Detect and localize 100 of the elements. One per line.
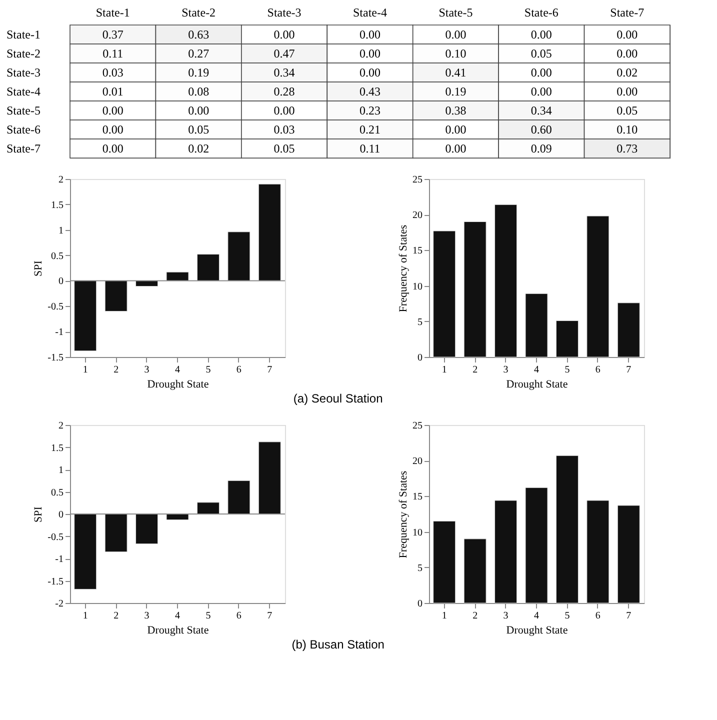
x-axis-title: Drought State (147, 378, 209, 390)
data-label: 0.21 (360, 122, 380, 136)
y-tick-label: State-7 (6, 142, 40, 156)
y-tick-label: -1 (55, 327, 64, 338)
data-label: 0.05 (530, 46, 552, 60)
x-tick-label: 1 (442, 610, 447, 622)
x-tick-label: 6 (236, 610, 242, 622)
x-tick-label: State-5 (438, 6, 473, 20)
x-tick-label: 7 (267, 364, 272, 376)
data-label: 0.00 (360, 46, 380, 60)
x-tick-label: 2 (114, 610, 119, 622)
data-label: 0.00 (274, 104, 295, 118)
x-tick-label: 2 (114, 364, 119, 376)
y-tick-label: State-6 (6, 122, 40, 136)
data-label: 0.73 (616, 142, 638, 156)
text: (a) Seoul Station (293, 392, 383, 406)
data-label: 0.02 (616, 66, 638, 80)
data-label: 0.34 (530, 104, 552, 118)
y-tick-label: 2 (58, 420, 64, 432)
data-label: 0.00 (188, 104, 210, 118)
data-label: 0.09 (530, 142, 552, 156)
data-label: 0.05 (188, 122, 210, 136)
data-label: 0.23 (360, 104, 380, 118)
y-tick-label: 0 (418, 598, 422, 610)
data-label: 0.28 (274, 84, 295, 98)
data-label: 0.00 (360, 28, 380, 42)
x-tick-label: 3 (503, 610, 508, 622)
y-axis-title: Frequency of States (398, 470, 410, 558)
y-tick-label: 1.5 (51, 200, 64, 211)
y-axis-title: Frequency of States (398, 224, 410, 312)
data-label: 0.27 (188, 46, 210, 60)
x-axis-title: Drought State (506, 378, 568, 390)
data-label: 0.00 (616, 84, 638, 98)
x-tick-label: 6 (595, 364, 600, 376)
data-label: 0.43 (360, 84, 380, 98)
y-tick-label: -0.5 (48, 532, 64, 543)
x-tick-label: 1 (82, 610, 88, 622)
data-label: 0.00 (274, 28, 295, 42)
data-label: 0.05 (274, 142, 295, 156)
data-label: 0.38 (445, 104, 466, 118)
data-label: 0.00 (445, 122, 466, 136)
data-label: 0.00 (360, 66, 380, 80)
x-tick-label: State-1 (96, 6, 130, 20)
y-tick-label: -0.5 (48, 302, 64, 313)
data-label: 0.08 (188, 84, 210, 98)
x-tick-label: State-3 (267, 6, 302, 20)
x-axis-title: Drought State (147, 624, 209, 636)
x-tick-label: 5 (206, 364, 211, 376)
y-tick-label: State-3 (6, 66, 40, 80)
y-axis-title: SPI (32, 260, 45, 276)
y-tick-label: 0.5 (51, 250, 64, 262)
x-tick-label: 4 (175, 610, 180, 622)
x-tick-label: 7 (626, 364, 632, 376)
data-label: 0.47 (274, 46, 295, 60)
x-tick-label: 6 (236, 364, 242, 376)
data-label: 0.19 (188, 66, 210, 80)
y-tick-label: 0 (58, 510, 64, 520)
x-tick-label: 1 (82, 364, 88, 376)
y-tick-label: 15 (412, 246, 422, 257)
y-tick-label: 5 (418, 316, 422, 328)
data-label: 0.34 (274, 66, 295, 80)
x-tick-label: 3 (144, 610, 150, 622)
y-tick-label: 2 (58, 174, 64, 186)
x-tick-label: 5 (564, 610, 570, 622)
x-tick-label: State-6 (524, 6, 558, 20)
y-tick-label: -1 (55, 554, 64, 565)
x-tick-label: 1 (442, 364, 447, 376)
x-tick-label: 7 (626, 610, 632, 622)
data-label: 0.11 (102, 46, 124, 60)
x-tick-label: 2 (472, 364, 478, 376)
data-label: 0.00 (102, 122, 124, 136)
x-tick-label: 4 (534, 610, 539, 622)
x-tick-label: 3 (503, 364, 508, 376)
y-tick-label: 1 (58, 225, 64, 236)
y-tick-label: 0.5 (51, 487, 64, 498)
y-tick-label: 10 (412, 527, 422, 538)
y-tick-label: -1.5 (48, 576, 64, 588)
data-label: 0.11 (360, 142, 380, 156)
y-axis-title: SPI (32, 506, 45, 522)
data-label: 0.00 (530, 84, 552, 98)
x-tick-label: 3 (144, 364, 150, 376)
data-label: 0.63 (188, 28, 210, 42)
x-tick-label: 5 (206, 610, 211, 622)
y-tick-label: State-1 (6, 28, 40, 42)
y-tick-label: 25 (412, 174, 422, 186)
data-label: 0.41 (445, 66, 466, 80)
data-label: 0.00 (530, 66, 552, 80)
y-tick-label: State-2 (6, 46, 40, 60)
data-label: 0.03 (102, 66, 124, 80)
x-tick-label: 5 (564, 364, 570, 376)
y-tick-label: 10 (412, 281, 422, 292)
x-axis-title: Drought State (506, 624, 568, 636)
y-tick-label: 1.5 (51, 442, 64, 454)
x-tick-label: 4 (175, 364, 180, 376)
y-tick-label: -1.5 (48, 352, 64, 364)
y-tick-label: 0 (418, 352, 422, 364)
y-tick-label: 0 (58, 276, 64, 288)
data-label: 0.01 (102, 84, 124, 98)
y-tick-label: 20 (412, 210, 422, 222)
data-label: 0.03 (274, 122, 295, 136)
